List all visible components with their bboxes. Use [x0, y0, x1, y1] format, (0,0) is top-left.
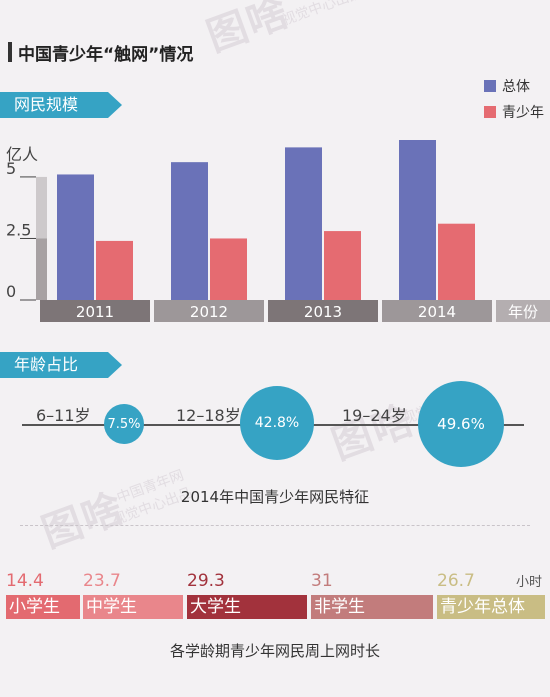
x-category-band-2014 [382, 300, 492, 322]
bar-youth-2014 [438, 223, 475, 300]
x-category-band-2012 [154, 300, 264, 322]
age-circle-6-11: 7.5% [104, 404, 144, 444]
y-gauge-upper [36, 176, 47, 239]
bar-total-2013 [285, 147, 322, 300]
hours-box-nonstudent: 非学生 [311, 595, 433, 619]
age-circle-12-18: 42.8% [240, 386, 314, 460]
x-tick-label-2011: 2011 [76, 303, 114, 321]
bar-total-2012 [171, 162, 208, 300]
age-label-12-18: 12–18岁 [176, 406, 241, 425]
hours-box-youth-overall: 青少年总体 [437, 595, 545, 619]
bar-total-2014 [399, 140, 436, 300]
watermark-logo-2: 图啥 [326, 396, 421, 469]
hours-unit: 小时 [516, 575, 543, 590]
bar-youth-2011 [96, 240, 133, 300]
legend-label-total: 总体 [502, 79, 530, 95]
hours-caption: 各学龄期青少年网民周上网时长 [169, 642, 380, 660]
bar-youth-2013 [324, 231, 361, 300]
watermark-line: 视觉中心出品 [280, 0, 365, 29]
x-unit-band [496, 300, 550, 322]
age-label-19-24: 19–24岁 [342, 406, 407, 425]
age-caption: 2014年中国青少年网民特征 [180, 488, 370, 506]
x-tick-label-2014: 2014 [418, 303, 456, 321]
hours-value-primary: 14.4 [6, 571, 44, 591]
bar-total-2011 [57, 174, 94, 300]
hours-value-youth-overall: 26.7 [437, 571, 475, 591]
hours-value-university: 29.3 [187, 571, 225, 591]
section-divider [20, 525, 530, 526]
age-circle-19-24: 49.6% [418, 381, 504, 467]
hours-box-university: 大学生 [187, 595, 307, 619]
section-tab-age: 年龄占比 [0, 352, 122, 378]
title-accent-bar [8, 42, 12, 62]
legend-swatch-total [484, 80, 496, 92]
hours-box-primary: 小学生 [6, 595, 80, 619]
watermark-logo: 图啥 [201, 0, 296, 61]
x-category-band-2011 [40, 300, 150, 322]
hours-value-nonstudent: 31 [311, 571, 333, 591]
bar-youth-2012 [210, 238, 247, 300]
y-tick-label-0: 0 [6, 282, 16, 301]
age-label-6-11: 6–11岁 [36, 406, 91, 425]
x-axis-unit: 年份 [508, 303, 538, 321]
y-tick-label-2: 5 [6, 159, 16, 178]
bar-chart: 亿人 0 2.5 5 2011 2012 2013 2014 年份 [6, 140, 550, 322]
x-tick-label-2012: 2012 [190, 303, 228, 321]
y-axis-unit: 亿人 [6, 145, 38, 164]
x-tick-label-2013: 2013 [304, 303, 342, 321]
page-title: 中国青少年“触网”情况 [18, 45, 194, 65]
x-category-band-2013 [268, 300, 378, 322]
legend-label-youth: 青少年 [502, 105, 544, 121]
y-gauge-lower [36, 238, 47, 300]
section-tab-netizens: 网民规模 [0, 92, 122, 118]
hours-box-middle: 中学生 [83, 595, 183, 619]
hours-value-middle: 23.7 [83, 571, 121, 591]
legend-swatch-youth [484, 106, 496, 118]
y-tick-label-1: 2.5 [6, 220, 31, 239]
